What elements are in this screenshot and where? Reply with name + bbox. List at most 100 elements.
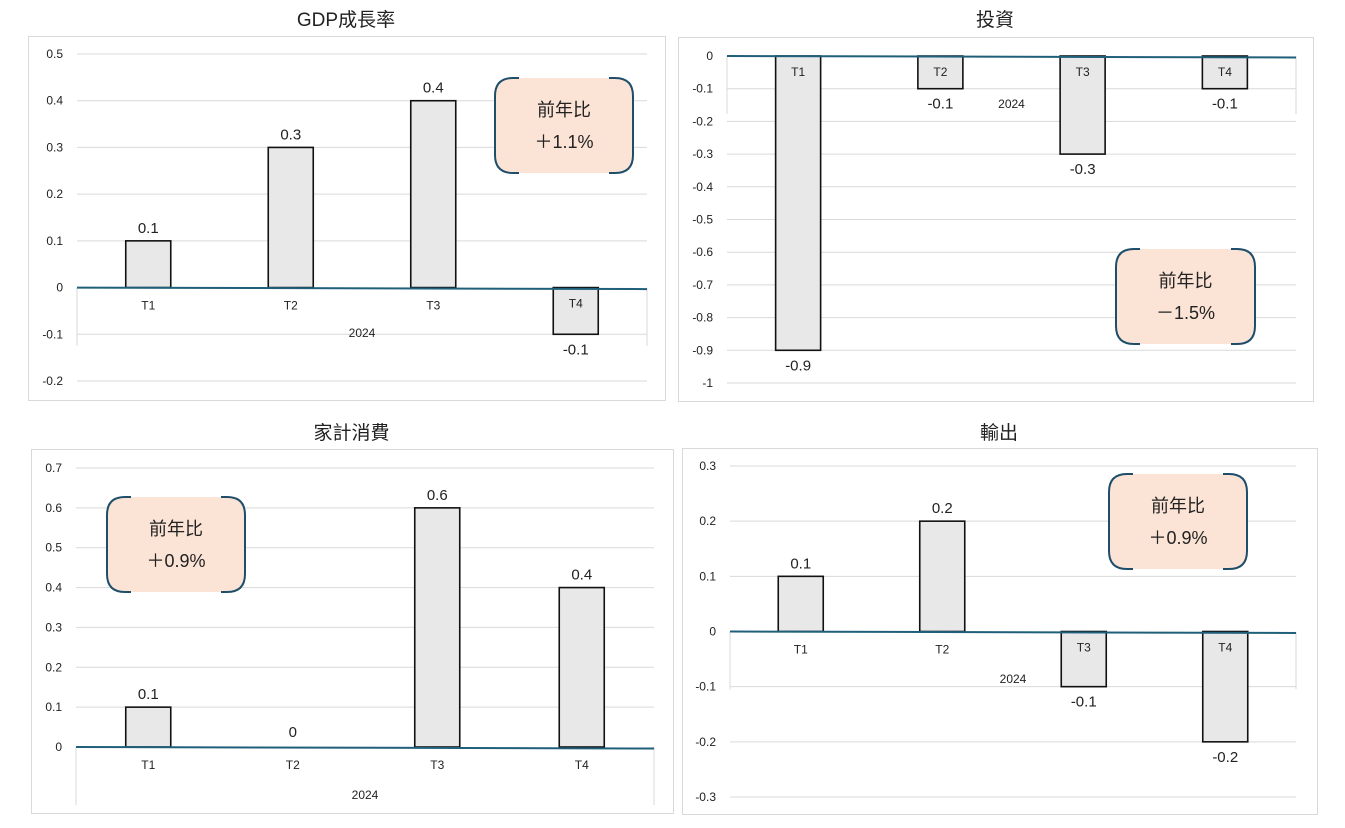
chart-1-yoy-value: －1.5% — [1156, 303, 1215, 323]
chart-1-category-label: T2 — [933, 65, 947, 79]
chart-0-data-label: -0.1 — [563, 341, 589, 358]
chart-0-category-label: T2 — [284, 299, 298, 313]
chart-title-investment: 投資 — [975, 10, 1014, 31]
chart-panel-investment: 0 -0.1 -0.2 -0.3 -0.4 -0.5 -0.6 -0.7 -0.8 -0.9 -1 T… — [678, 37, 1314, 402]
chart-2-category-label: T1 — [141, 758, 155, 772]
chart-2-year-label: 2024 — [352, 788, 379, 802]
chart-0-bar-T3 — [409, 99, 457, 289]
chart-0-bar-T4 — [552, 286, 600, 336]
chart-1-zero-axis — [726, 55, 1297, 59]
chart-3-category-label: T4 — [1218, 641, 1232, 655]
chart-3-ytick-label: 0.2 — [699, 514, 716, 528]
chart-1-ytick-label: -0.6 — [692, 245, 713, 259]
chart-2-ytick-label: 0.3 — [45, 620, 62, 634]
chart-0-ytick-label: 0.3 — [46, 140, 63, 154]
chart-3-category-label: T2 — [935, 643, 949, 657]
chart-3-bar-T2 — [918, 520, 966, 633]
chart-3-zero-axis — [729, 630, 1297, 634]
chart-1-yoy-label: 前年比 — [1159, 271, 1213, 291]
chart-3-yoy-value: ＋0.9% — [1148, 528, 1207, 548]
chart-3-category-label: T3 — [1077, 641, 1091, 655]
chart-0-ytick-label: 0.2 — [46, 187, 63, 201]
chart-1-ytick-label: 0 — [706, 49, 713, 63]
chart-2-ytick-label: 0.1 — [45, 700, 62, 714]
chart-1-bar-T2 — [917, 55, 964, 90]
chart-1-ytick-label: -0.4 — [692, 180, 713, 194]
chart-3-bar-T1 — [777, 575, 825, 633]
chart-2-zero-axis — [75, 746, 655, 750]
chart-0-ytick-label: 0.5 — [46, 47, 63, 61]
chart-0-yoy-value: ＋1.1% — [534, 132, 593, 152]
chart-1-data-label: -0.1 — [927, 96, 953, 113]
chart-svg-investment: 0 -0.1 -0.2 -0.3 -0.4 -0.5 -0.6 -0.7 -0.8 -0.9 -1 T… — [692, 49, 1297, 390]
chart-1-category-label: T1 — [791, 65, 805, 79]
chart-2-data-label: 0.6 — [427, 487, 448, 504]
chart-svg-household: 0.7 0.6 0.5 0.4 0.3 0.2 0.1 0 T1 0.1 T2 0 T3 0.6 T4 0.4… — [45, 461, 655, 805]
chart-3-ytick-label: -0.3 — [695, 790, 716, 804]
chart-2-ytick-label: 0 — [55, 740, 62, 754]
chart-1-ytick-label: -0.3 — [692, 147, 713, 161]
chart-1-bar-T1 — [774, 55, 822, 352]
chart-1-bar-T4 — [1201, 55, 1249, 90]
chart-0-data-label: 0.1 — [138, 220, 159, 237]
chart-3-bar-T3 — [1060, 630, 1108, 688]
chart-title-exports: 輸出 — [979, 423, 1018, 444]
chart-2-category-label: T4 — [575, 758, 589, 772]
chart-0-category-label: T1 — [141, 299, 155, 313]
chart-0-ytick-label: -0.1 — [42, 327, 63, 341]
chart-1-year-label: 2024 — [998, 97, 1025, 111]
chart-2-ytick-label: 0.7 — [45, 461, 62, 475]
chart-3-year-label: 2024 — [1000, 672, 1027, 686]
chart-3-data-label: 0.1 — [790, 555, 811, 572]
chart-2-category-label: T3 — [430, 758, 444, 772]
chart-3-yoy-label: 前年比 — [1151, 496, 1205, 516]
chart-0-bar-T2 — [267, 146, 315, 289]
chart-1-category-label: T4 — [1218, 65, 1232, 79]
chart-2-category-label: T2 — [286, 758, 300, 772]
chart-panel-household: 0.7 0.6 0.5 0.4 0.3 0.2 0.1 0 T1 0.1 T2 0 T3 0.6 T4 0.4… — [31, 449, 674, 814]
chart-2-yoy-label: 前年比 — [149, 519, 203, 539]
chart-svg-exports: 0.3 0.2 0.1 0 -0.1 -0.2 -0.3 T1 0.1 T2 0.2 T3 -0.1 T4… — [695, 459, 1297, 804]
chart-title-household: 家計消費 — [313, 423, 390, 444]
chart-1-ytick-label: -1 — [702, 376, 713, 390]
chart-0-year-label: 2024 — [349, 326, 376, 340]
chart-svg-gdp: 0.5 0.4 0.3 0.2 0.1 0 -0.1 -0.2 T1 0.1 T2 0.3 T3 0.4 T… — [42, 47, 648, 388]
chart-0-ytick-label: 0.1 — [46, 234, 63, 248]
chart-2-ytick-label: 0.2 — [45, 660, 62, 674]
chart-1-data-label: -0.1 — [1212, 96, 1238, 113]
chart-0-yoy-badge: 前年比 ＋1.1% — [494, 77, 634, 174]
chart-1-ytick-label: -0.9 — [692, 343, 713, 357]
chart-1-ytick-label: -0.1 — [692, 82, 713, 96]
chart-2-ytick-label: 0.5 — [45, 541, 62, 555]
chart-1-ytick-label: -0.2 — [692, 114, 713, 128]
chart-3-ytick-label: -0.2 — [695, 735, 716, 749]
chart-3-ytick-label: 0.1 — [699, 569, 716, 583]
chart-1-category-label: T3 — [1076, 65, 1090, 79]
chart-2-yoy-badge: 前年比 ＋0.9% — [106, 496, 246, 593]
chart-1-data-label: -0.3 — [1070, 161, 1096, 178]
chart-0-yoy-label: 前年比 — [537, 100, 591, 120]
chart-0-bar-T1 — [124, 240, 172, 289]
chart-0-ytick-label: 0.4 — [46, 94, 63, 108]
chart-3-data-label: 0.2 — [932, 500, 953, 517]
chart-0-category-label: T3 — [426, 299, 440, 313]
chart-2-data-label: 0.1 — [138, 686, 159, 703]
chart-2-data-label: 0 — [289, 724, 297, 741]
chart-3-yoy-badge: 前年比 ＋0.9% — [1108, 473, 1248, 570]
chart-2-yoy-value: ＋0.9% — [146, 551, 205, 571]
chart-3-ytick-label: 0 — [709, 625, 716, 639]
chart-3-bar-T4 — [1201, 630, 1249, 743]
chart-title-gdp: GDP成長率 — [296, 10, 396, 31]
chart-3-ytick-label: -0.1 — [695, 680, 716, 694]
chart-0-data-label: 0.3 — [280, 126, 301, 143]
chart-1-ytick-label: -0.5 — [692, 213, 713, 227]
chart-1-data-label: -0.9 — [785, 357, 811, 374]
chart-0-data-label: 0.4 — [423, 80, 444, 97]
chart-3-data-label: -0.1 — [1071, 694, 1097, 711]
chart-1-yoy-badge: 前年比 －1.5% — [1115, 248, 1256, 345]
chart-2-bar-T1 — [124, 706, 172, 748]
chart-2-bar-T4 — [558, 586, 606, 748]
chart-1-ytick-label: -0.7 — [692, 278, 713, 292]
chart-2-bar-T3 — [413, 507, 461, 748]
chart-panel-gdp: 0.5 0.4 0.3 0.2 0.1 0 -0.1 -0.2 T1 0.1 T2 0.3 T3 0.4 T… — [28, 36, 666, 401]
